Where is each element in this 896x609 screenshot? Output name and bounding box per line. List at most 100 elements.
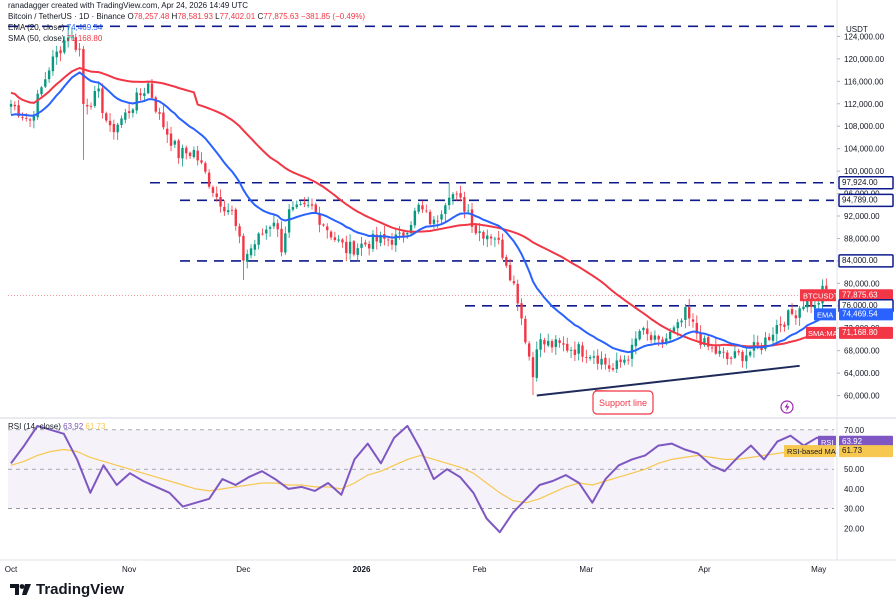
candle[interactable] [726, 350, 729, 365]
candle[interactable] [741, 349, 744, 368]
candle[interactable] [527, 340, 531, 361]
price-pane[interactable]: Support line [0, 25, 896, 419]
candle[interactable] [516, 279, 519, 312]
candle[interactable] [371, 230, 375, 252]
candle[interactable] [661, 336, 664, 349]
candle[interactable] [428, 209, 432, 226]
candle[interactable] [406, 231, 409, 239]
candle[interactable] [787, 309, 790, 330]
candle[interactable] [577, 341, 580, 361]
rsi-ma-line[interactable] [10, 445, 831, 504]
candle[interactable] [425, 204, 428, 214]
candle[interactable] [166, 121, 169, 143]
candle[interactable] [451, 192, 455, 205]
tradingview-logo[interactable]: TradingView [10, 579, 124, 599]
candle[interactable] [127, 104, 131, 119]
candle[interactable] [291, 201, 295, 212]
candle[interactable] [413, 207, 417, 229]
rsi-price-tag[interactable]: 63.92 [839, 435, 893, 448]
candle[interactable] [287, 204, 291, 238]
candle[interactable] [581, 341, 584, 363]
candle[interactable] [284, 226, 287, 255]
candle[interactable] [554, 335, 558, 355]
candle[interactable] [249, 244, 253, 259]
candle[interactable] [59, 46, 62, 62]
candle[interactable] [86, 98, 89, 115]
candle[interactable] [246, 249, 249, 269]
support-callout-box[interactable] [592, 390, 654, 415]
candle[interactable] [345, 235, 348, 262]
candle[interactable] [550, 339, 554, 353]
candle[interactable] [131, 108, 135, 118]
candle[interactable] [238, 223, 241, 244]
candle[interactable] [501, 233, 504, 260]
lightning-icon[interactable] [780, 400, 794, 414]
candle[interactable] [211, 185, 215, 198]
candle[interactable] [89, 102, 93, 110]
candle[interactable] [779, 316, 782, 333]
rsi-ma-price-tag[interactable]: 61.73 [839, 445, 893, 458]
candle[interactable] [173, 139, 177, 149]
candle[interactable] [714, 338, 718, 355]
candle[interactable] [318, 206, 321, 233]
rsi-tag[interactable]: RSI [818, 435, 836, 448]
candle[interactable] [767, 333, 771, 342]
candle[interactable] [207, 169, 211, 189]
candle[interactable] [790, 303, 794, 316]
support-line[interactable] [536, 364, 800, 397]
candle[interactable] [242, 233, 245, 280]
candle[interactable] [421, 200, 424, 214]
candle[interactable] [310, 198, 314, 210]
candle[interactable] [78, 43, 81, 57]
candle[interactable] [409, 221, 413, 236]
candle[interactable] [379, 231, 382, 247]
candle[interactable] [108, 112, 112, 132]
candle[interactable] [615, 352, 618, 374]
sma-tag[interactable]: SMA:MA [806, 326, 838, 339]
candle[interactable] [162, 105, 165, 130]
candle[interactable] [341, 238, 344, 248]
candle[interactable] [177, 138, 180, 164]
candle[interactable] [459, 185, 462, 202]
candle[interactable] [638, 329, 641, 341]
candle[interactable] [737, 348, 740, 356]
candle[interactable] [261, 228, 264, 236]
candle[interactable] [375, 226, 378, 250]
candle[interactable] [718, 345, 721, 357]
candle[interactable] [566, 337, 569, 353]
candle[interactable] [596, 349, 599, 370]
btc-symbol-tag[interactable]: BTCUSDT [800, 289, 839, 302]
candle[interactable] [535, 341, 538, 382]
ema-legend[interactable]: EMA (20, close) 74,469.54 [8, 22, 102, 33]
candle[interactable] [455, 191, 458, 201]
candle[interactable] [474, 224, 478, 236]
candle[interactable] [352, 240, 356, 257]
candle[interactable] [204, 161, 207, 174]
candle[interactable] [680, 318, 683, 327]
candle[interactable] [97, 81, 100, 98]
candle[interactable] [337, 234, 340, 243]
candle[interactable] [470, 203, 474, 234]
candle[interactable] [28, 117, 32, 128]
candle[interactable] [13, 101, 17, 111]
candle[interactable] [558, 337, 561, 348]
candle[interactable] [390, 232, 394, 250]
candle[interactable] [93, 85, 97, 109]
candle[interactable] [497, 230, 500, 245]
candle[interactable] [120, 115, 123, 128]
rsi-ma-tag[interactable]: RSI-based MA [784, 445, 836, 458]
candle[interactable] [333, 231, 337, 242]
candle[interactable] [196, 145, 199, 166]
candle[interactable] [531, 351, 535, 395]
candle[interactable] [798, 305, 801, 326]
candle[interactable] [253, 239, 257, 257]
candle[interactable] [36, 89, 39, 120]
candle[interactable] [143, 87, 146, 102]
candle[interactable] [63, 36, 66, 55]
candle[interactable] [623, 355, 626, 366]
candle[interactable] [543, 337, 546, 353]
candle[interactable] [573, 341, 577, 362]
candle[interactable] [265, 225, 268, 240]
rsi-pane[interactable] [8, 424, 834, 534]
candle[interactable] [760, 342, 763, 355]
